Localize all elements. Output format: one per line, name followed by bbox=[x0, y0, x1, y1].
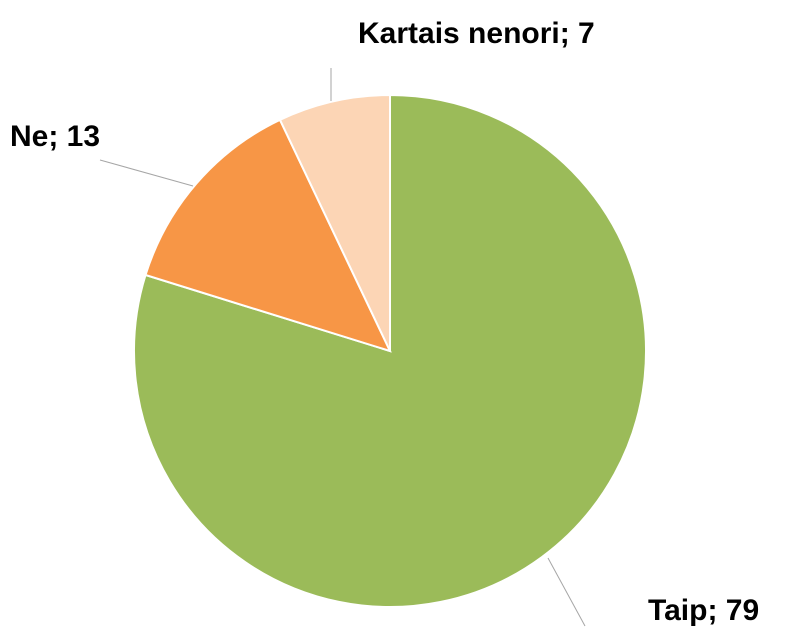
data-label: Ne; 13 bbox=[10, 120, 100, 153]
leader-line bbox=[99, 159, 194, 187]
data-label: Taip; 79 bbox=[648, 594, 759, 627]
pie-slice bbox=[144, 118, 392, 353]
data-label: Kartais nenori; 7 bbox=[358, 17, 595, 50]
leader-line bbox=[547, 557, 586, 627]
pie-slice bbox=[278, 93, 391, 352]
pie-slice bbox=[133, 93, 647, 608]
